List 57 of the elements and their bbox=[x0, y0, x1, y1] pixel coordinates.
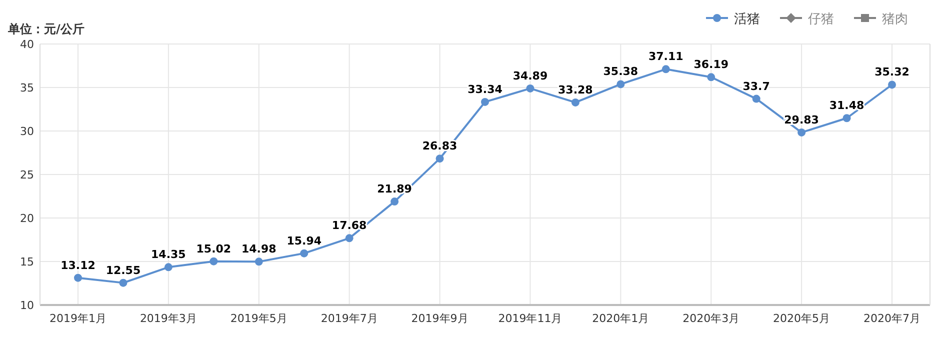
y-tick-label: 15 bbox=[20, 256, 34, 268]
data-label: 33.7 bbox=[742, 80, 770, 93]
data-label: 15.94 bbox=[286, 234, 322, 248]
data-label: 14.35 bbox=[151, 248, 186, 262]
point bbox=[254, 258, 263, 266]
data-label: 13.12 bbox=[60, 258, 96, 272]
point bbox=[526, 84, 534, 92]
data-label: 12.55 bbox=[106, 264, 141, 277]
x-tick-label: 2020年7月 bbox=[864, 312, 920, 325]
point bbox=[616, 80, 625, 88]
point bbox=[842, 114, 851, 122]
point bbox=[74, 274, 82, 282]
legend-label: 仔猪 bbox=[808, 12, 834, 27]
x-tick-label: 2019年7月 bbox=[320, 312, 378, 325]
y-tick-label: 10 bbox=[20, 299, 34, 312]
x-tick-label: 2019年11月 bbox=[498, 312, 562, 325]
point bbox=[210, 257, 218, 266]
y-axis-title: 单位：元/公斤 bbox=[7, 22, 84, 36]
point bbox=[707, 73, 716, 82]
point bbox=[798, 128, 806, 136]
data-label: 33.34 bbox=[468, 82, 503, 96]
data-label: 35.32 bbox=[874, 66, 910, 79]
point bbox=[888, 80, 896, 89]
data-label: 15.02 bbox=[196, 242, 232, 256]
point bbox=[345, 234, 354, 242]
data-label: 17.68 bbox=[332, 219, 367, 232]
x-tick-label: 2020年5月 bbox=[773, 312, 830, 325]
point bbox=[390, 198, 399, 206]
data-label: 34.89 bbox=[512, 69, 548, 82]
point bbox=[164, 263, 172, 272]
point bbox=[481, 98, 489, 106]
x-tick-label: 2020年1月 bbox=[592, 312, 650, 325]
y-tick-label: 30 bbox=[20, 125, 34, 138]
x-tick-label: 2020年3月 bbox=[682, 312, 740, 325]
data-label: 36.19 bbox=[694, 58, 729, 72]
x-tick-label: 2019年3月 bbox=[140, 312, 197, 325]
y-tick-label: 40 bbox=[20, 38, 34, 51]
data-label: 35.38 bbox=[603, 65, 638, 78]
x-tick-label: 2019年9月 bbox=[411, 312, 468, 325]
data-label: 14.98 bbox=[241, 242, 276, 256]
y-tick-label: 20 bbox=[20, 212, 34, 225]
x-tick-label: 2019年5月 bbox=[230, 312, 288, 325]
data-label: 37.11 bbox=[648, 50, 684, 64]
data-label: 29.83 bbox=[784, 113, 819, 126]
point bbox=[662, 65, 670, 74]
data-label: 33.28 bbox=[558, 83, 593, 96]
legend-label: 猪肉 bbox=[882, 12, 908, 27]
x-tick-label: 2019年1月 bbox=[50, 312, 106, 325]
data-label: 31.48 bbox=[829, 99, 864, 112]
y-tick-label: 25 bbox=[20, 168, 34, 182]
y-tick-label: 35 bbox=[20, 82, 34, 94]
point bbox=[300, 249, 308, 258]
legend-label: 活猪 bbox=[734, 12, 760, 27]
point bbox=[571, 98, 580, 106]
point bbox=[119, 278, 128, 287]
point bbox=[752, 94, 760, 103]
point bbox=[436, 154, 444, 163]
